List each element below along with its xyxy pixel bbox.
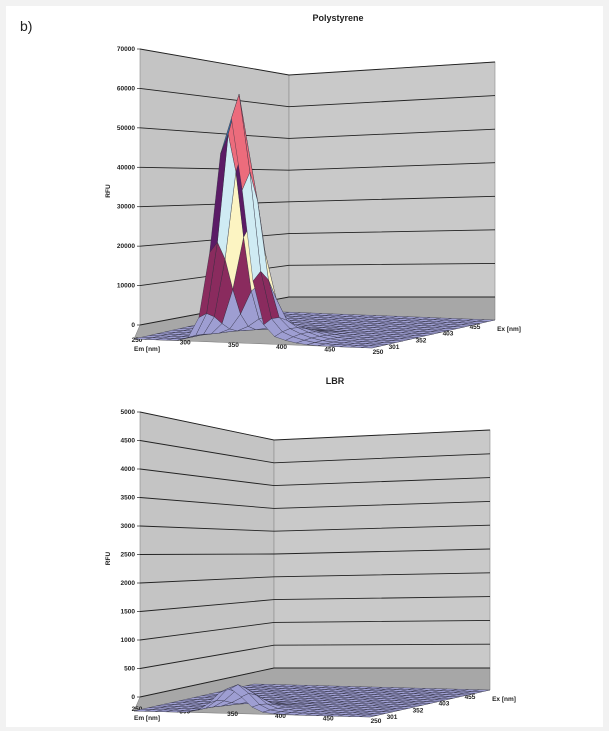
ex-axis-title: Ex [nm]: [492, 696, 516, 703]
z-tick-label: 3500: [121, 495, 136, 502]
surface-mesh: [133, 94, 496, 349]
z-gridline: [139, 667, 490, 698]
em-tick-label: 250: [132, 706, 143, 713]
z-tick-label: 0: [131, 694, 135, 701]
z-tick-label: 2500: [121, 552, 136, 559]
z-tick-label: 40000: [117, 164, 135, 171]
em-tick-label: 400: [276, 344, 287, 351]
ex-tick-label: 352: [413, 707, 424, 714]
ex-tick-label: 301: [387, 714, 398, 721]
z-gridline: [139, 440, 491, 464]
z-gridline: [139, 572, 491, 584]
z-gridline: [139, 229, 496, 247]
z-gridline: [139, 468, 491, 487]
em-tick-label: 250: [371, 718, 382, 725]
z-tick-label: 50000: [117, 125, 135, 132]
z-tick-label: 3000: [121, 523, 136, 530]
z-tick-label: 4500: [121, 438, 136, 445]
ex-tick-label: 455: [470, 324, 481, 331]
ex-tick-label: 301: [389, 344, 400, 351]
chart-title: Polystyrene: [312, 13, 363, 23]
surface-chart-1: LBR 0 500 1000 1500 2000 2500 3000 3500 4000 4500 5…: [105, 376, 516, 725]
z-gridline: [139, 548, 491, 555]
z-gridline: [139, 619, 491, 641]
em-tick-label: 350: [227, 711, 238, 718]
em-tick-label: 450: [323, 716, 334, 723]
z-gridline: [139, 596, 491, 612]
z-axis-title: RFU: [105, 184, 112, 198]
z-tick-label: 20000: [117, 243, 135, 250]
z-tick-label: 60000: [117, 85, 135, 92]
surface-cell: [359, 714, 378, 718]
z-tick-label: 2000: [121, 580, 136, 587]
z-gridline: [139, 262, 496, 287]
panel-label: b): [20, 18, 33, 34]
z-tick-label: 30000: [117, 204, 135, 211]
z-tick-label: 70000: [117, 46, 135, 53]
surface-cell: [361, 345, 380, 349]
z-tick-label: 10000: [117, 283, 135, 290]
chart-title: LBR: [326, 376, 345, 386]
z-gridline: [139, 162, 496, 171]
ex-tick-label: 403: [443, 331, 454, 338]
z-tick-label: 4000: [121, 466, 136, 473]
em-tick-label: 450: [324, 347, 335, 354]
em-axis-title: Em [nm]: [134, 346, 160, 353]
surface-mesh: [133, 683, 491, 718]
z-tick-label: 5000: [121, 409, 136, 416]
em-tick-label: 300: [180, 339, 191, 346]
z-tick-label: 0: [131, 322, 135, 329]
z-axis-title: RFU: [105, 552, 112, 566]
z-gridline: [139, 127, 496, 139]
z-gridline: [139, 524, 491, 532]
em-axis-title: Em [nm]: [134, 715, 160, 722]
z-gridline: [139, 195, 496, 208]
z-tick-label: 1500: [121, 609, 136, 616]
ex-tick-label: 455: [465, 694, 476, 701]
z-gridline: [139, 497, 491, 509]
back-wall-right: [273, 429, 491, 669]
ex-tick-label: 403: [439, 701, 450, 708]
z-tick-label: 500: [124, 666, 135, 673]
em-tick-label: 250: [132, 337, 143, 344]
z-gridline: [139, 48, 496, 76]
z-gridline: [139, 87, 496, 108]
surface-chart-0: Polystyrene 0 10000 20000 30000 40000 50000 600…: [105, 13, 521, 356]
em-tick-label: 400: [275, 713, 286, 720]
ex-tick-label: 352: [416, 337, 427, 344]
em-tick-label: 250: [373, 349, 384, 356]
z-tick-label: 1000: [121, 637, 136, 644]
z-gridline: [139, 411, 491, 441]
z-gridline: [139, 643, 491, 669]
z-gridline: [139, 296, 495, 326]
em-tick-label: 350: [228, 342, 239, 349]
ex-axis-title: Ex [nm]: [497, 326, 521, 333]
